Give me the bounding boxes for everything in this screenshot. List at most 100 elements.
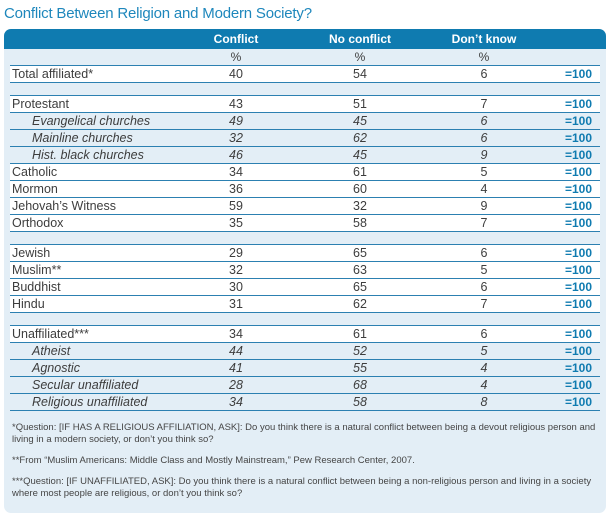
row-value-conflict: 28 [176, 376, 296, 394]
row-label: Mainline churches [10, 129, 176, 147]
row-label: Jehovah’s Witness [10, 197, 176, 215]
row-label: Protestant [10, 95, 176, 113]
row-total: =100 [544, 342, 600, 360]
row-value-dont-know: 5 [424, 163, 544, 181]
percent-row-total-spacer [544, 49, 600, 66]
table-row: Agnostic 41 55 4 =100 [10, 359, 600, 377]
row-total: =100 [544, 278, 600, 296]
table-row: Evangelical churches 49 45 6 =100 [10, 112, 600, 130]
column-header-no-conflict: No conflict [329, 32, 391, 46]
row-total: =100 [544, 359, 600, 377]
row-total: =100 [544, 180, 600, 198]
row-value-no-conflict: 58 [296, 393, 424, 411]
row-total: =100 [544, 393, 600, 411]
spacer-row [10, 312, 600, 326]
row-value-no-conflict: 63 [296, 261, 424, 279]
row-value-no-conflict: 65 [296, 278, 424, 296]
table-row: Hindu 31 62 7 =100 [10, 295, 600, 313]
table-body: % % % Total affiliated* 40 54 6 =100 Protesta… [10, 49, 600, 411]
row-total: =100 [544, 325, 600, 343]
row-value-dont-know: 9 [424, 146, 544, 164]
row-total: =100 [544, 146, 600, 164]
row-value-no-conflict: 65 [296, 244, 424, 262]
row-value-dont-know: 7 [424, 95, 544, 113]
row-total: =100 [544, 295, 600, 313]
row-value-no-conflict: 68 [296, 376, 424, 394]
table-header-band: Conflict No conflict Don’t know [4, 29, 606, 49]
spacer-row [10, 231, 600, 245]
row-value-dont-know: 6 [424, 129, 544, 147]
row-total: =100 [544, 261, 600, 279]
row-value-dont-know: 5 [424, 342, 544, 360]
row-total: =100 [544, 95, 600, 113]
row-value-conflict: 44 [176, 342, 296, 360]
table-row: Catholic 34 61 5 =100 [10, 163, 600, 181]
row-total: =100 [544, 244, 600, 262]
table-row: Mormon 36 60 4 =100 [10, 180, 600, 198]
spacer-row [10, 82, 600, 96]
row-value-dont-know: 8 [424, 393, 544, 411]
row-label: Muslim** [10, 261, 176, 279]
row-value-conflict: 46 [176, 146, 296, 164]
row-value-no-conflict: 51 [296, 95, 424, 113]
row-total: =100 [544, 112, 600, 130]
row-value-no-conflict: 52 [296, 342, 424, 360]
footnotes: *Question: [IF HAS A RELIGIOUS AFFILIATI… [4, 411, 606, 513]
table-row: Jewish 29 65 6 =100 [10, 244, 600, 262]
row-label: Catholic [10, 163, 176, 181]
row-value-conflict: 31 [176, 295, 296, 313]
row-label: Orthodox [10, 214, 176, 232]
table-row: Orthodox 35 58 7 =100 [10, 214, 600, 232]
table-row: Muslim** 32 63 5 =100 [10, 261, 600, 279]
row-value-conflict: 35 [176, 214, 296, 232]
row-total: =100 [544, 197, 600, 215]
row-total: =100 [544, 129, 600, 147]
row-label: Evangelical churches [10, 112, 176, 130]
row-value-no-conflict: 54 [296, 65, 424, 83]
table-row: Religious unaffiliated 34 58 8 =100 [10, 393, 600, 411]
row-value-no-conflict: 62 [296, 129, 424, 147]
row-value-dont-know: 9 [424, 197, 544, 215]
percent-row: % % % [10, 49, 600, 66]
row-label: Buddhist [10, 278, 176, 296]
row-value-no-conflict: 45 [296, 112, 424, 130]
row-value-conflict: 49 [176, 112, 296, 130]
row-value-dont-know: 6 [424, 112, 544, 130]
percent-row-spacer [10, 49, 176, 66]
page-title: Conflict Between Religion and Modern Soc… [4, 5, 312, 22]
row-label: Total affiliated* [10, 65, 176, 83]
percent-symbol: % [424, 49, 544, 66]
row-value-dont-know: 6 [424, 278, 544, 296]
row-value-conflict: 36 [176, 180, 296, 198]
row-value-dont-know: 6 [424, 244, 544, 262]
row-label: Agnostic [10, 359, 176, 377]
row-label: Secular unaffiliated [10, 376, 176, 394]
spacer-cell [10, 312, 600, 326]
table-row: Buddhist 30 65 6 =100 [10, 278, 600, 296]
percent-symbol: % [296, 49, 424, 66]
row-total: =100 [544, 376, 600, 394]
row-label: Hindu [10, 295, 176, 313]
footnote: **From “Muslim Americans: Middle Class a… [12, 455, 415, 466]
percent-symbol: % [176, 49, 296, 66]
row-value-no-conflict: 62 [296, 295, 424, 313]
row-value-no-conflict: 45 [296, 146, 424, 164]
row-label: Religious unaffiliated [10, 393, 176, 411]
table-row: Total affiliated* 40 54 6 =100 [10, 65, 600, 83]
row-value-dont-know: 6 [424, 325, 544, 343]
row-value-conflict: 40 [176, 65, 296, 83]
row-label: Unaffiliated*** [10, 325, 176, 343]
data-table: % % % Total affiliated* 40 54 6 =100 Protesta… [10, 49, 600, 411]
row-label: Atheist [10, 342, 176, 360]
row-value-dont-know: 4 [424, 376, 544, 394]
row-value-dont-know: 5 [424, 261, 544, 279]
column-header-conflict: Conflict [213, 32, 259, 46]
row-total: =100 [544, 214, 600, 232]
row-value-conflict: 29 [176, 244, 296, 262]
footnote: *Question: [IF HAS A RELIGIOUS AFFILIATI… [12, 422, 596, 445]
column-header-dont-know: Don’t know [451, 32, 517, 46]
row-label: Jewish [10, 244, 176, 262]
row-value-conflict: 59 [176, 197, 296, 215]
table-row: Protestant 43 51 7 =100 [10, 95, 600, 113]
row-label: Hist. black churches [10, 146, 176, 164]
